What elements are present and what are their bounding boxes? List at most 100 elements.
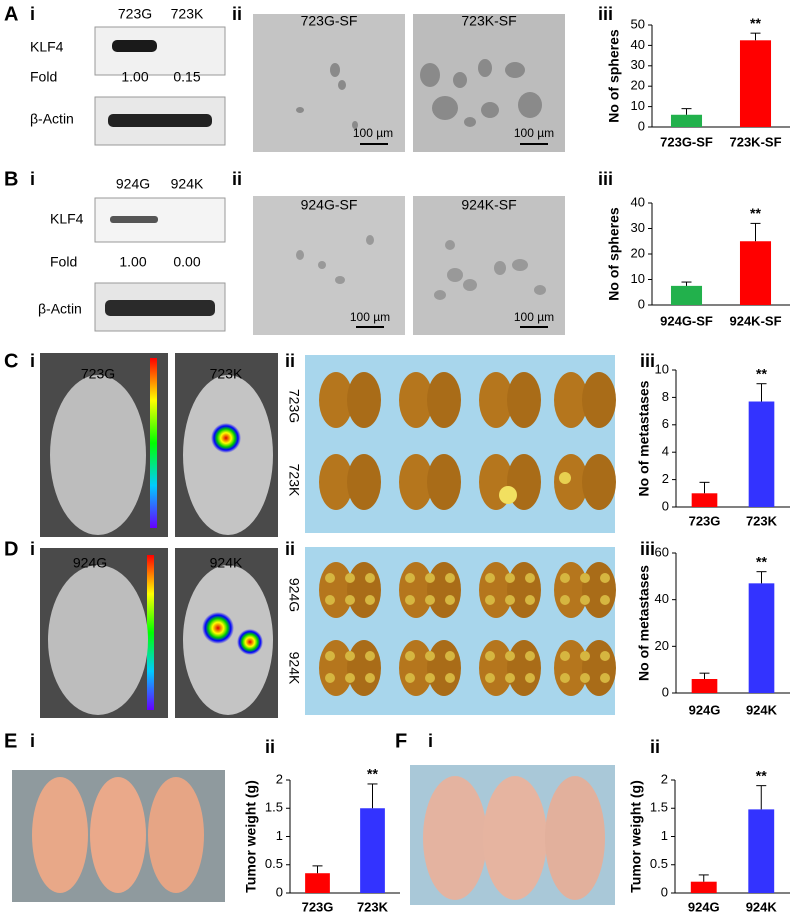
band (110, 216, 158, 223)
x-tick-label: 924G-SF (660, 313, 713, 328)
y-tick-label: 1.5 (650, 800, 668, 815)
error-bar (681, 108, 692, 115)
lane-label: 924G (116, 176, 150, 192)
bar (739, 40, 772, 127)
panel-letter: B (4, 168, 18, 190)
y-tick-label: 0 (638, 118, 645, 133)
error-bar (750, 222, 761, 242)
row-label: 723K (286, 464, 302, 497)
y-tick-label: 20 (631, 78, 645, 93)
part-label: ii (285, 351, 295, 371)
error-bar (756, 785, 767, 810)
lung-lobe (582, 454, 616, 510)
panel-letter: A (4, 3, 18, 25)
nodule (365, 595, 375, 605)
nodule (325, 573, 335, 583)
blot-target: KLF4 (30, 39, 64, 55)
lung-lobe (399, 372, 433, 428)
error-bar (756, 571, 767, 584)
nodule (580, 595, 590, 605)
nodule (485, 673, 495, 683)
lane-label: 723K (171, 6, 204, 22)
y-tick-label: 0 (662, 684, 669, 699)
part-label: iii (598, 169, 613, 189)
bar (670, 114, 703, 127)
nodule (505, 651, 515, 661)
nodule (425, 651, 435, 661)
nodule (525, 595, 535, 605)
nodule (345, 673, 355, 683)
lung-lobe (347, 372, 381, 428)
lung-lobe (507, 562, 541, 618)
y-tick-label: 2 (661, 771, 668, 786)
nodule (345, 651, 355, 661)
lane-label: 924K (171, 176, 204, 192)
bar (670, 285, 703, 305)
x-tick-label: 723K (746, 513, 778, 528)
spheres (296, 235, 546, 300)
lung-lobe (554, 372, 588, 428)
y-tick-label: 4 (662, 444, 669, 459)
part-label: ii (232, 169, 242, 189)
x-tick-label: 723G (302, 899, 334, 914)
bar (691, 493, 718, 507)
band (108, 114, 212, 127)
mice-photo (410, 765, 615, 905)
y-tick-label: 20 (631, 245, 645, 260)
x-tick-label: 924G (689, 702, 721, 717)
y-tick-label: 0.5 (265, 856, 283, 871)
nodule (405, 673, 415, 683)
part-label: i (428, 731, 433, 751)
nodule (405, 651, 415, 661)
lung-lobe (479, 372, 513, 428)
y-axis-label: No of spheres (606, 29, 622, 123)
bar (748, 583, 775, 693)
nodule (405, 595, 415, 605)
nodule (505, 673, 515, 683)
y-tick-label: 50 (631, 16, 645, 31)
significance: ** (367, 766, 378, 782)
part-label: ii (265, 737, 275, 757)
part-label: i (30, 731, 35, 751)
y-tick-label: 8 (662, 389, 669, 404)
nodule (560, 673, 570, 683)
lungs (319, 562, 616, 696)
x-tick-label: 924K (746, 899, 778, 914)
fold-label: Fold (50, 254, 77, 270)
mouse-label: 723K (210, 366, 243, 382)
fold-value: 0.15 (173, 69, 200, 85)
y-axis-label: No of metastases (636, 565, 652, 681)
spheres (296, 59, 542, 129)
lung-lobe (427, 454, 461, 510)
lung-lobe (319, 372, 353, 428)
bar (748, 809, 775, 893)
mice-photo (12, 770, 225, 902)
band (105, 300, 215, 316)
y-tick-label: 1.5 (265, 800, 283, 815)
fold-label: Fold (30, 69, 57, 85)
error-bar (312, 865, 323, 874)
y-tick-label: 30 (631, 220, 645, 235)
y-tick-label: 40 (631, 194, 645, 209)
scale-bar-label: 100 µm (514, 126, 554, 140)
imaging-photo (40, 548, 278, 718)
nodule (365, 673, 375, 683)
nodule (499, 486, 517, 504)
lung-lobe (507, 372, 541, 428)
image-label: 924G-SF (301, 197, 358, 213)
x-tick-label: 723K-SF (729, 134, 781, 149)
y-tick-label: 6 (662, 416, 669, 431)
y-tick-label: 1 (276, 828, 283, 843)
error-bar (699, 672, 710, 679)
y-tick-label: 1 (661, 828, 668, 843)
error-bar (367, 783, 378, 809)
nodule (445, 573, 455, 583)
y-tick-label: 0.5 (650, 856, 668, 871)
nodule (525, 651, 535, 661)
row-label: 924G (286, 578, 302, 612)
y-tick-label: 60 (655, 544, 669, 559)
panel-letter: D (4, 538, 18, 560)
nodule (345, 595, 355, 605)
nodule (485, 573, 495, 583)
